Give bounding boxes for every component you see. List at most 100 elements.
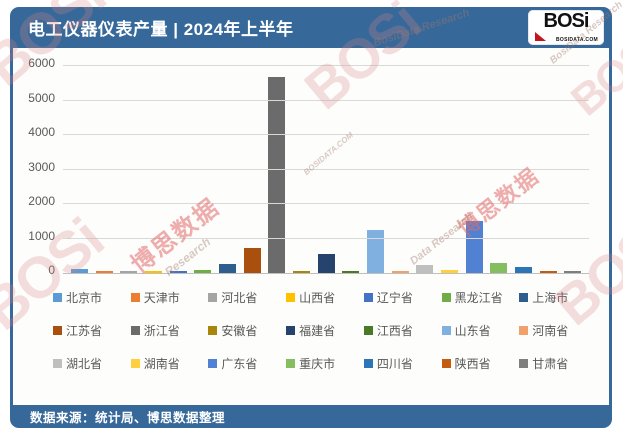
legend-swatch-icon xyxy=(286,326,296,335)
bar-山西省 xyxy=(144,271,162,273)
legend-swatch-icon xyxy=(130,293,140,302)
legend-swatch-icon xyxy=(363,293,373,302)
bars-container xyxy=(63,67,589,273)
bar-slot xyxy=(536,271,561,273)
y-tick-label: 4000 xyxy=(28,125,55,139)
y-tick-label: 1000 xyxy=(28,228,55,243)
bar-slot xyxy=(289,270,314,273)
legend-item-福建省: 福建省 xyxy=(286,322,362,339)
legend-swatch-icon xyxy=(441,326,451,335)
legend-swatch-icon xyxy=(208,293,218,302)
legend-item-湖南省: 湖南省 xyxy=(130,355,207,372)
legend-item-山西省: 山西省 xyxy=(286,289,362,306)
legend-item-安徽省: 安徽省 xyxy=(208,322,284,339)
bar-北京市 xyxy=(70,269,88,273)
legend-swatch-icon xyxy=(441,359,451,368)
legend-label: 广东省 xyxy=(221,357,258,371)
legend-item-广东省: 广东省 xyxy=(208,355,284,372)
legend-item-湖北省: 湖北省 xyxy=(53,355,129,372)
legend-label: 山东省 xyxy=(454,324,491,338)
legend-swatch-icon xyxy=(286,293,296,302)
bar-slot xyxy=(511,266,536,273)
bar-slot xyxy=(141,271,166,273)
legend-swatch-icon xyxy=(208,359,218,368)
legend-swatch-icon xyxy=(208,326,218,335)
bar-安徽省 xyxy=(292,270,310,273)
header-bar: 电工仪器仪表产量 | 2024年上半年 BOSi BOSIDATA.COM xyxy=(10,7,612,48)
legend-label: 四川省 xyxy=(376,357,413,371)
bosi-logo: BOSi BOSIDATA.COM xyxy=(528,10,604,45)
bar-四川省 xyxy=(514,266,532,273)
bar-slot xyxy=(338,270,363,273)
legend-item-江苏省: 江苏省 xyxy=(53,322,129,339)
legend-item-浙江省: 浙江省 xyxy=(130,322,207,339)
bar-slot xyxy=(486,263,511,273)
bar-河北省 xyxy=(120,271,138,273)
legend-label: 黑龙江省 xyxy=(454,291,503,305)
gridline xyxy=(63,237,589,239)
chart-body: 0 1000 2000 3000 4000 5000 6000 北京市 天津市 河北省 山西省 辽宁… xyxy=(10,48,612,405)
bar-slot xyxy=(190,269,215,273)
bar-河南省 xyxy=(391,271,409,273)
bar-江西省 xyxy=(342,270,360,273)
bar-福建省 xyxy=(317,254,335,273)
legend-label: 河北省 xyxy=(221,291,258,305)
legend-item-黑龙江省: 黑龙江省 xyxy=(441,289,518,306)
legend-label: 北京市 xyxy=(66,291,103,305)
gridline xyxy=(63,168,589,170)
page-title: 电工仪器仪表产量 | 2024年上半年 xyxy=(28,20,294,39)
legend-item-陕西省: 陕西省 xyxy=(441,355,518,372)
logo-subtext: BOSIDATA.COM xyxy=(555,37,598,43)
legend-item-四川省: 四川省 xyxy=(363,355,440,372)
legend-swatch-icon xyxy=(130,326,140,335)
legend-label: 江西省 xyxy=(376,324,413,338)
bar-slot xyxy=(462,220,487,273)
y-tick-label: 6000 xyxy=(28,56,55,70)
y-tick-label: 2000 xyxy=(28,194,55,208)
legend-swatch-icon xyxy=(441,293,451,302)
bar-山东省 xyxy=(366,230,384,273)
bar-江苏省 xyxy=(243,248,261,273)
bar-黑龙江省 xyxy=(194,269,212,273)
logo-text: BOSi xyxy=(543,10,590,32)
gridline xyxy=(63,134,589,135)
legend-label: 重庆市 xyxy=(299,357,336,371)
data-source-label: 数据来源：统计局、博思数据整理 xyxy=(30,411,226,425)
bar-slot xyxy=(116,271,141,273)
bar-slot xyxy=(67,269,92,273)
legend-label: 湖北省 xyxy=(66,357,103,371)
bar-slot xyxy=(363,230,388,273)
bar-甘肃省 xyxy=(564,271,582,273)
bar-湖北省 xyxy=(416,265,434,273)
legend-label: 山西省 xyxy=(299,291,336,305)
legend-swatch-icon xyxy=(519,293,529,302)
bar-slot xyxy=(215,263,240,273)
legend-label: 辽宁省 xyxy=(376,291,413,305)
legend-label: 上海市 xyxy=(532,291,569,305)
gridline xyxy=(63,65,589,66)
bar-上海市 xyxy=(218,263,236,273)
legend-label: 河南省 xyxy=(532,324,569,338)
legend-label: 湖南省 xyxy=(143,357,180,371)
legend-label: 江苏省 xyxy=(66,324,103,338)
bar-重庆市 xyxy=(490,263,508,273)
legend-swatch-icon xyxy=(130,359,140,368)
bar-湖南省 xyxy=(440,269,458,273)
bar-slot xyxy=(412,265,437,273)
legend-item-天津市: 天津市 xyxy=(130,289,207,306)
bar-浙江省 xyxy=(268,77,286,273)
legend-swatch-icon xyxy=(519,326,529,335)
legend-label: 福建省 xyxy=(299,324,336,338)
legend-swatch-icon xyxy=(286,359,296,368)
bar-slot xyxy=(560,271,585,273)
legend-item-河南省: 河南省 xyxy=(519,322,595,339)
legend-label: 浙江省 xyxy=(143,324,180,338)
chart-frame: 电工仪器仪表产量 | 2024年上半年 BOSi BOSIDATA.COM 0 1… xyxy=(10,7,612,428)
legend-item-江西省: 江西省 xyxy=(363,322,440,339)
legend-swatch-icon xyxy=(53,359,62,368)
gridline xyxy=(63,203,589,204)
gridline xyxy=(63,99,589,101)
logo-triangle-icon xyxy=(535,32,546,41)
bar-slot xyxy=(314,254,339,273)
bar-天津市 xyxy=(95,271,113,273)
